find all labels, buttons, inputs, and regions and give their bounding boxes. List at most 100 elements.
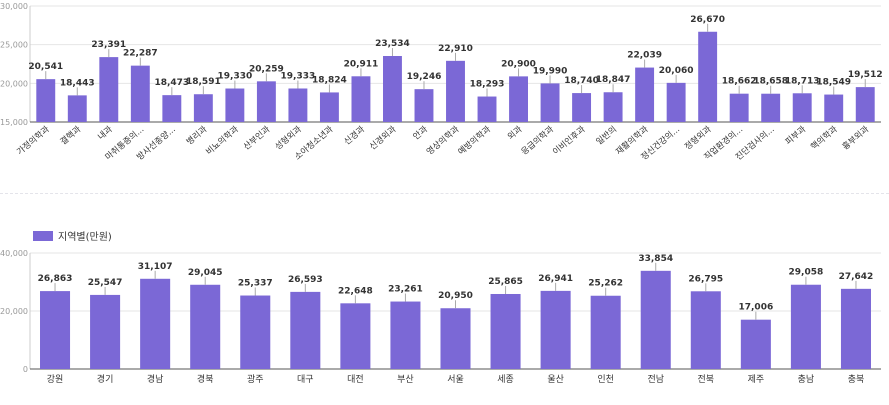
x-tick-label: 핵의학과 (809, 124, 840, 153)
x-tick-label: 인천 (597, 374, 614, 385)
x-tick-label: 부산 (397, 374, 414, 385)
x-tick-label: 강원 (47, 374, 64, 385)
bar (824, 94, 844, 122)
x-tick-label: 내과 (96, 125, 115, 143)
bar (698, 31, 718, 123)
x-tick-label: 제주 (748, 374, 765, 385)
bar (440, 308, 471, 369)
x-tick-label: 응급의학과 (519, 124, 556, 158)
value-label: 19,990 (533, 66, 568, 76)
value-label: 18,824 (312, 75, 347, 85)
x-tick-label: 대구 (297, 374, 314, 385)
value-label: 22,287 (123, 49, 158, 59)
x-tick-label: 서울 (447, 374, 464, 385)
value-label: 18,443 (60, 78, 95, 88)
bar (288, 88, 308, 122)
value-label: 18,713 (785, 76, 820, 86)
x-tick-label: 안과 (411, 124, 430, 143)
bar (446, 60, 465, 122)
bar (99, 57, 119, 122)
x-tick-label: 영상의학과 (424, 124, 461, 158)
value-label: 18,662 (722, 77, 757, 87)
bar (130, 65, 150, 122)
x-tick-label: 신경과 (342, 124, 367, 148)
value-label: 19,512 (848, 70, 883, 80)
value-label: 20,911 (344, 59, 379, 69)
value-label: 20,259 (249, 64, 284, 74)
bar (740, 319, 771, 369)
bar (572, 93, 592, 122)
bar (340, 303, 371, 369)
value-label: 26,863 (38, 274, 73, 284)
bar (540, 83, 560, 122)
bar (319, 92, 339, 122)
x-tick-label: 흉부외과 (840, 124, 871, 153)
value-label: 27,642 (839, 272, 874, 282)
x-tick-label: 가정의학과 (15, 124, 52, 158)
y-tick-label: 0 (23, 365, 28, 374)
bar (40, 291, 71, 369)
value-label: 25,337 (238, 279, 273, 289)
x-tick-label: 울산 (547, 374, 564, 385)
value-label: 22,039 (627, 51, 662, 61)
bar (90, 294, 121, 369)
x-tick-label: 피부과 (784, 125, 809, 148)
bar (290, 291, 321, 369)
value-label: 26,941 (538, 274, 573, 284)
bar (390, 301, 421, 369)
value-label: 23,261 (388, 285, 423, 295)
bar (635, 67, 655, 122)
value-label: 31,107 (138, 262, 173, 272)
section-divider (0, 193, 889, 194)
value-label: 25,262 (588, 279, 623, 289)
y-tick-label: 30,000 (0, 2, 28, 11)
value-label: 20,900 (501, 59, 536, 69)
bar (792, 93, 812, 122)
x-tick-label: 충북 (848, 374, 865, 385)
x-tick-label: 외과 (505, 124, 524, 143)
x-tick-label: 일반의 (594, 124, 619, 148)
bar (490, 293, 521, 369)
y-tick-label: 20,000 (0, 79, 28, 88)
bar (666, 82, 686, 122)
bar (603, 92, 623, 122)
value-label: 18,591 (186, 77, 221, 87)
bar (193, 94, 213, 122)
bar (509, 76, 528, 122)
bar (36, 79, 56, 122)
x-tick-label: 충남 (798, 374, 815, 385)
x-tick-label: 정형외과 (683, 124, 714, 153)
x-tick-label: 세종 (497, 374, 514, 385)
value-label: 19,330 (218, 72, 253, 82)
bar (640, 270, 671, 369)
value-label: 18,293 (470, 80, 505, 90)
value-label: 22,648 (338, 286, 373, 296)
x-tick-label: 대전 (347, 374, 364, 385)
y-tick-label: 20,000 (0, 307, 28, 316)
x-tick-label: 병리과 (185, 125, 210, 148)
value-label: 29,045 (188, 268, 223, 278)
y-tick-label: 40,000 (0, 249, 28, 258)
x-tick-label: 비뇨의학과 (204, 124, 241, 158)
bar (540, 290, 571, 369)
bar (690, 291, 721, 369)
bar (477, 96, 497, 122)
bar (225, 88, 245, 122)
value-label: 26,670 (690, 15, 725, 25)
bar (590, 295, 621, 369)
x-tick-label: 이비인후과 (550, 124, 587, 158)
x-tick-label: 예방의학과 (456, 124, 493, 158)
value-label: 19,246 (407, 72, 442, 82)
x-tick-label: 전북 (698, 374, 715, 385)
x-tick-label: 광주 (247, 373, 264, 385)
bar (67, 95, 87, 122)
value-label: 20,950 (438, 291, 473, 301)
x-tick-label: 성형외과 (273, 124, 304, 153)
value-label: 26,593 (288, 275, 323, 285)
bar (855, 87, 875, 122)
x-tick-label: 전남 (647, 374, 664, 385)
value-label: 26,795 (688, 274, 723, 284)
bar (190, 284, 221, 369)
value-label: 19,333 (281, 71, 316, 81)
